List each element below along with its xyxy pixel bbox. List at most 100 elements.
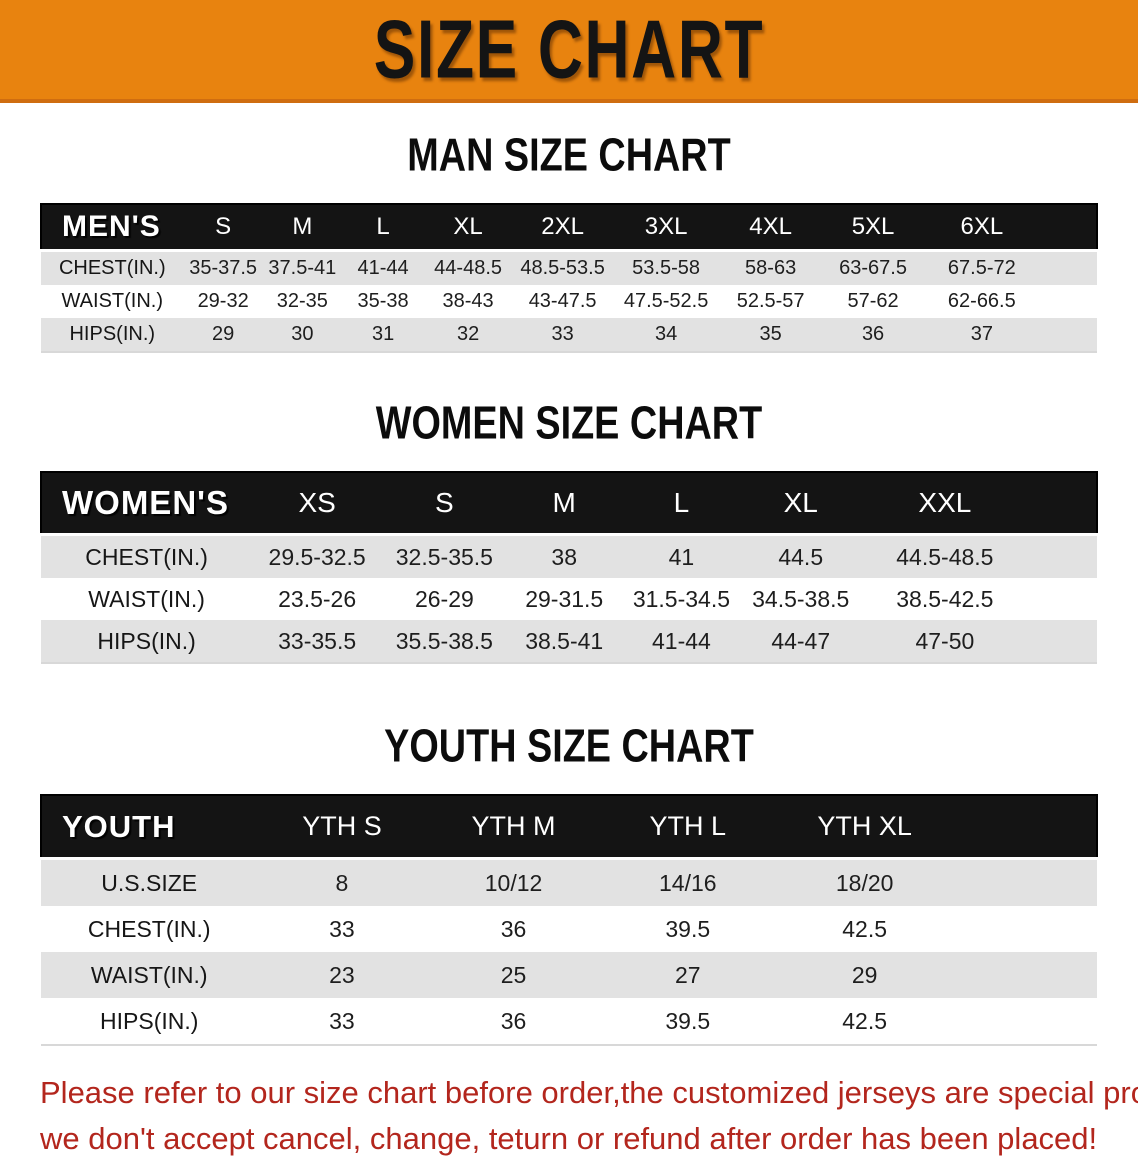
row-label: CHEST(IN.) — [41, 534, 253, 578]
size-column-header: L — [341, 203, 425, 252]
measurement-cell: 47-50 — [860, 620, 1030, 664]
size-column-header: XL — [424, 203, 512, 252]
table-row: CHEST(IN.) 33 36 39.5 42.5 — [41, 906, 1097, 952]
measurement-cell: 10/12 — [426, 858, 601, 906]
size-column-header: S — [183, 203, 263, 252]
measurement-cell: 38.5-42.5 — [860, 578, 1030, 620]
measurement-cell: 38 — [506, 534, 622, 578]
measurement-cell: 36 — [822, 318, 924, 353]
measurement-cell: 33 — [257, 906, 427, 952]
measurement-cell: 32-35 — [262, 285, 342, 318]
disclaimer-line-1: Please refer to our size chart before or… — [40, 1075, 1138, 1110]
size-column-header: M — [262, 203, 342, 252]
row-label: HIPS(IN.) — [41, 318, 184, 353]
measurement-cell: 29-32 — [183, 285, 263, 318]
measurement-cell: 23.5-26 — [252, 578, 383, 620]
row-spacer — [1029, 534, 1097, 578]
measurement-cell: 18/20 — [774, 858, 955, 906]
disclaimer-line-2: we don't accept cancel, change, teturn o… — [40, 1121, 1098, 1156]
measurement-cell: 44-47 — [741, 620, 861, 664]
measurement-cell: 29.5-32.5 — [252, 534, 383, 578]
measurement-cell: 30 — [262, 318, 342, 353]
measurement-cell: 35-38 — [341, 285, 425, 318]
measurement-cell: 44.5-48.5 — [860, 534, 1030, 578]
table-row: HIPS(IN.) 29 30 31 32 33 34 35 36 37 — [41, 318, 1097, 353]
measurement-cell: 42.5 — [774, 906, 955, 952]
size-column-header: YTH XL — [774, 794, 955, 860]
row-label: CHEST(IN.) — [41, 906, 258, 952]
measurement-cell: 41 — [621, 534, 742, 578]
measurement-cell: 29-31.5 — [506, 578, 622, 620]
measurement-cell: 32.5-35.5 — [382, 534, 507, 578]
table-group-label: MEN'S — [40, 203, 184, 252]
size-column-header: YTH M — [426, 794, 601, 860]
measurement-cell: 27 — [600, 952, 775, 998]
measurement-cell: 63-67.5 — [822, 250, 924, 285]
measurement-cell: 32 — [424, 318, 512, 353]
row-spacer — [1029, 620, 1097, 664]
measurement-cell: 62-66.5 — [923, 285, 1040, 318]
measurement-cell: 23 — [257, 952, 427, 998]
measurement-cell: 38.5-41 — [506, 620, 622, 664]
banner: SIZE CHART — [0, 0, 1138, 103]
row-spacer — [954, 858, 1097, 906]
size-column-header: YTH S — [257, 794, 427, 860]
women-size-table: WOMEN'S XS S M L XL XXL CHEST(IN.) 29.5-32.5 32.5… — [39, 471, 1098, 664]
row-spacer — [954, 952, 1097, 998]
measurement-cell: 34 — [613, 318, 719, 353]
row-label: WAIST(IN.) — [41, 952, 258, 998]
size-column-header: XL — [741, 471, 861, 536]
row-spacer — [954, 998, 1097, 1046]
table-row: WAIST(IN.) 23 25 27 29 — [41, 952, 1097, 998]
measurement-cell: 38-43 — [424, 285, 512, 318]
table-row: WAIST(IN.) 23.5-26 26-29 29-31.5 31.5-34.5 34… — [41, 578, 1097, 620]
size-column-header: 6XL — [923, 203, 1040, 252]
measurement-cell: 52.5-57 — [718, 285, 823, 318]
women-section-title: WOMEN SIZE CHART — [375, 395, 763, 449]
measurement-cell: 67.5-72 — [923, 250, 1040, 285]
measurement-cell: 57-62 — [822, 285, 924, 318]
header-spacer — [1029, 471, 1098, 536]
banner-title: SIZE CHART — [373, 2, 765, 96]
header-spacer — [954, 794, 1098, 860]
row-spacer — [1029, 578, 1097, 620]
table-group-label: YOUTH — [39, 794, 258, 860]
table-header-row: MEN'S S M L XL 2XL 3XL 4XL 5XL 6XL — [40, 203, 1099, 252]
measurement-cell: 34.5-38.5 — [741, 578, 861, 620]
table-row: CHEST(IN.) 29.5-32.5 32.5-35.5 38 41 44.5 44.5… — [41, 534, 1097, 578]
measurement-cell: 36 — [426, 906, 601, 952]
measurement-cell: 48.5-53.5 — [511, 250, 614, 285]
measurement-cell: 25 — [426, 952, 601, 998]
row-spacer — [954, 906, 1097, 952]
measurement-cell: 36 — [426, 998, 601, 1046]
size-column-header: 4XL — [718, 203, 823, 252]
row-label: CHEST(IN.) — [41, 250, 184, 285]
header-spacer — [1039, 203, 1099, 252]
measurement-cell: 39.5 — [600, 998, 775, 1046]
size-column-header: XXL — [860, 471, 1030, 536]
men-size-table: MEN'S S M L XL 2XL 3XL 4XL 5XL 6XL CHEST(IN.) 35-37… — [40, 203, 1099, 353]
size-column-header: S — [382, 471, 507, 536]
measurement-cell: 37.5-41 — [262, 250, 342, 285]
measurement-cell: 44-48.5 — [424, 250, 512, 285]
measurement-cell: 37 — [923, 318, 1040, 353]
table-row: HIPS(IN.) 33-35.5 35.5-38.5 38.5-41 41-44 44-… — [41, 620, 1097, 664]
measurement-cell: 58-63 — [718, 250, 823, 285]
table-row: U.S.SIZE 8 10/12 14/16 18/20 — [41, 858, 1097, 906]
measurement-cell: 44.5 — [741, 534, 861, 578]
table-header-row: WOMEN'S XS S M L XL XXL — [39, 471, 1098, 536]
measurement-cell: 8 — [257, 858, 427, 906]
measurement-cell: 31.5-34.5 — [621, 578, 742, 620]
size-column-header: L — [621, 471, 742, 536]
table-row: HIPS(IN.) 33 36 39.5 42.5 — [41, 998, 1097, 1046]
table-row: WAIST(IN.) 29-32 32-35 35-38 38-43 43-47.5 47.… — [41, 285, 1097, 318]
size-column-header: 3XL — [613, 203, 719, 252]
disclaimer: Please refer to our size chart before or… — [40, 1070, 1138, 1162]
measurement-cell: 29 — [774, 952, 955, 998]
man-section-title: MAN SIZE CHART — [407, 127, 731, 181]
row-spacer — [1039, 318, 1097, 353]
row-label: HIPS(IN.) — [41, 998, 258, 1046]
youth-section-title: YOUTH SIZE CHART — [384, 718, 754, 772]
measurement-cell: 31 — [341, 318, 425, 353]
